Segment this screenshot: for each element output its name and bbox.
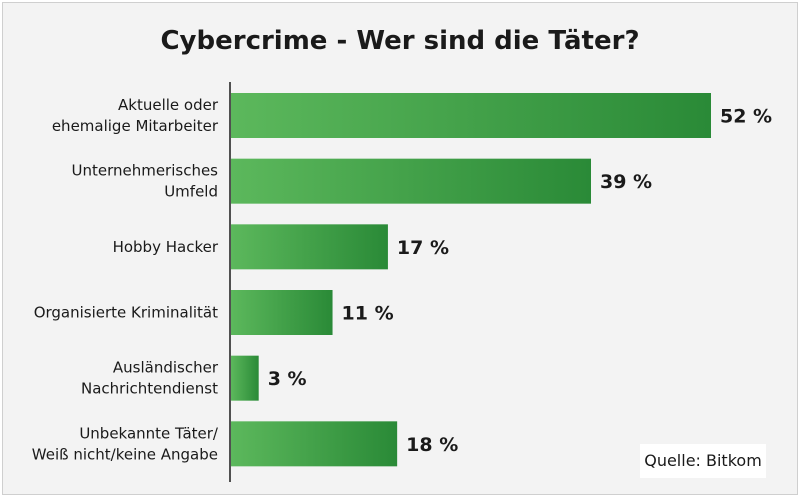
value-label: 39 %: [600, 171, 652, 193]
category-label: Ausländischer Nachrichtendienst: [81, 359, 219, 398]
category-label: Hobby Hacker: [113, 238, 219, 256]
category-label: Aktuelle oder ehemalige Mitarbeiter: [52, 96, 219, 135]
category-label: Unbekannte Täter/Weiß nicht/keine Angabe: [32, 424, 219, 463]
bar: [231, 290, 333, 335]
category-label-line: Ausländischer: [113, 359, 219, 377]
category-label-line: ehemalige Mitarbeiter: [52, 117, 219, 135]
category-label-line: Hobby Hacker: [113, 238, 219, 256]
category-label-line: Organisierte Kriminalität: [34, 304, 218, 322]
category-label-line: Weiß nicht/keine Angabe: [32, 445, 218, 463]
bar: [231, 158, 591, 204]
category-label-line: Umfeld: [164, 183, 218, 201]
source-note: Quelle: Bitkom: [640, 444, 766, 478]
category-label-line: Unternehmerisches: [71, 162, 218, 180]
category-label-line: Aktuelle oder: [118, 96, 219, 114]
value-label: 52 %: [720, 106, 772, 128]
value-label: 11 %: [342, 303, 394, 325]
bar: [231, 93, 711, 138]
category-label: Organisierte Kriminalität: [34, 304, 218, 322]
bar: [231, 224, 388, 270]
bar: [231, 421, 398, 467]
value-label: 18 %: [406, 434, 458, 456]
bar: [231, 355, 259, 401]
category-label-line: Nachrichtendienst: [81, 380, 218, 398]
value-label: 3 %: [268, 368, 307, 390]
value-label: 17 %: [397, 237, 449, 259]
category-label-line: Unbekannte Täter/: [79, 424, 219, 442]
chart-title: Cybercrime - Wer sind die Täter?: [160, 26, 640, 56]
category-label: Unternehmerisches Umfeld: [71, 162, 218, 201]
